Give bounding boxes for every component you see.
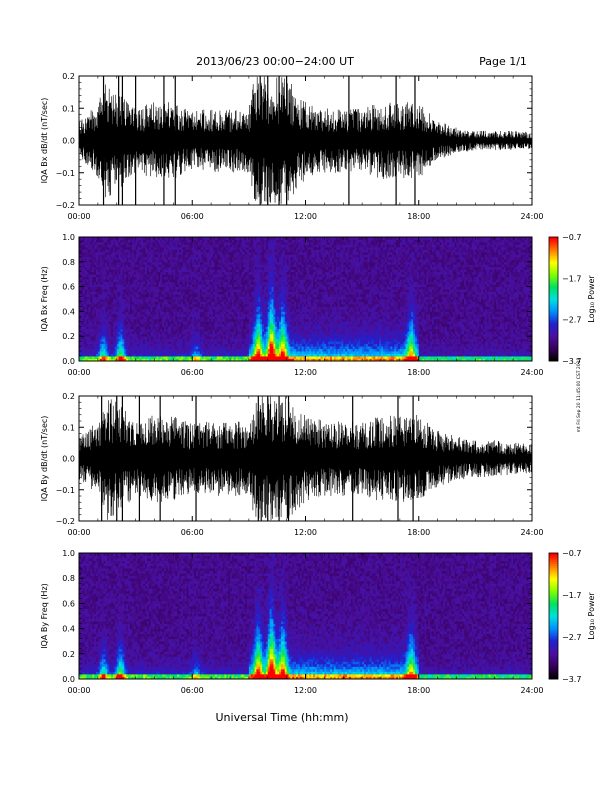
y-axis-label: IQA Bx dB/dt (nT/sec) xyxy=(40,98,49,184)
x-tick-label: 12:00 xyxy=(294,528,317,537)
y-tick-label: 0.0 xyxy=(62,455,75,464)
colorbar-tick-label: −2.7 xyxy=(562,316,581,325)
y-tick-label: 0.2 xyxy=(62,392,75,401)
x-tick-label: 18:00 xyxy=(407,686,430,695)
y-tick-label: −0.1 xyxy=(56,169,75,178)
x-tick-label: 24:00 xyxy=(520,686,543,695)
y-axis-label: IQA By Freq (Hz) xyxy=(40,583,49,649)
y-tick-label: 0.4 xyxy=(62,625,75,634)
colorbar-tick-label: −0.7 xyxy=(562,549,581,558)
y-tick-label: 0.6 xyxy=(62,283,75,292)
y-tick-label: 1.0 xyxy=(62,233,75,242)
y-tick-label: 0.2 xyxy=(62,332,75,341)
spectrogram-image xyxy=(79,553,532,679)
x-axis-title: Universal Time (hh:mm) xyxy=(216,711,349,724)
colorbar-tick-label: −1.7 xyxy=(562,591,581,600)
y-tick-label: 0.4 xyxy=(62,307,75,316)
x-tick-label: 00:00 xyxy=(67,368,90,377)
x-tick-label: 18:00 xyxy=(407,528,430,537)
y-tick-label: 0.2 xyxy=(62,650,75,659)
x-tick-label: 06:00 xyxy=(181,528,204,537)
colorbar-tick-label: −0.7 xyxy=(562,233,581,242)
y-tick-label: 0.1 xyxy=(62,104,75,113)
colorbar xyxy=(549,237,558,361)
dbdt-trace xyxy=(79,396,532,521)
x-tick-label: 24:00 xyxy=(520,528,543,537)
x-tick-label: 00:00 xyxy=(67,212,90,221)
x-tick-label: 12:00 xyxy=(294,686,317,695)
y-tick-label: −0.1 xyxy=(56,486,75,495)
colorbar-label: Log₁₀ Power xyxy=(587,592,596,640)
colorbar-tick-label: −2.7 xyxy=(562,633,581,642)
x-tick-label: 12:00 xyxy=(294,212,317,221)
x-tick-label: 06:00 xyxy=(181,368,204,377)
colorbar-tick-label: −3.7 xyxy=(562,675,581,684)
y-tick-label: 0.8 xyxy=(62,574,75,583)
colorbar-label: Log₁₀ Power xyxy=(587,275,596,323)
y-tick-label: 0.1 xyxy=(62,423,75,432)
y-tick-label: 0.0 xyxy=(62,675,75,684)
x-tick-label: 24:00 xyxy=(520,212,543,221)
y-axis-label: IQA Bx Freq (Hz) xyxy=(40,266,49,332)
side-stamp: mt Fri Sep 20 11:45:00 CST 2019 xyxy=(576,358,582,433)
y-axis-label: IQA By dB/dt (nT/sec) xyxy=(40,416,49,502)
x-tick-label: 06:00 xyxy=(181,686,204,695)
x-tick-label: 18:00 xyxy=(407,368,430,377)
y-tick-label: −0.2 xyxy=(56,201,75,210)
x-tick-label: 00:00 xyxy=(67,686,90,695)
x-tick-label: 00:00 xyxy=(67,528,90,537)
page-number: Page 1/1 xyxy=(479,55,527,68)
y-tick-label: 0.0 xyxy=(62,357,75,366)
x-tick-label: 18:00 xyxy=(407,212,430,221)
spectrogram-image xyxy=(79,237,532,361)
dbdt-trace xyxy=(79,77,532,204)
y-tick-label: −0.2 xyxy=(56,517,75,526)
y-tick-label: 0.2 xyxy=(62,72,75,81)
y-tick-label: 1.0 xyxy=(62,549,75,558)
y-tick-label: 0.6 xyxy=(62,599,75,608)
x-tick-label: 06:00 xyxy=(181,212,204,221)
page-title: 2013/06/23 00:00−24:00 UT xyxy=(196,55,354,68)
y-tick-label: 0.0 xyxy=(62,137,75,146)
x-tick-label: 24:00 xyxy=(520,368,543,377)
colorbar xyxy=(549,553,558,679)
x-tick-label: 12:00 xyxy=(294,368,317,377)
colorbar-tick-label: −1.7 xyxy=(562,274,581,283)
y-tick-label: 0.8 xyxy=(62,258,75,267)
panels: 00:00 06:00 12:00 18:00 24:00 −0.2 −0.1 0.0 0.1 0… xyxy=(40,72,596,695)
